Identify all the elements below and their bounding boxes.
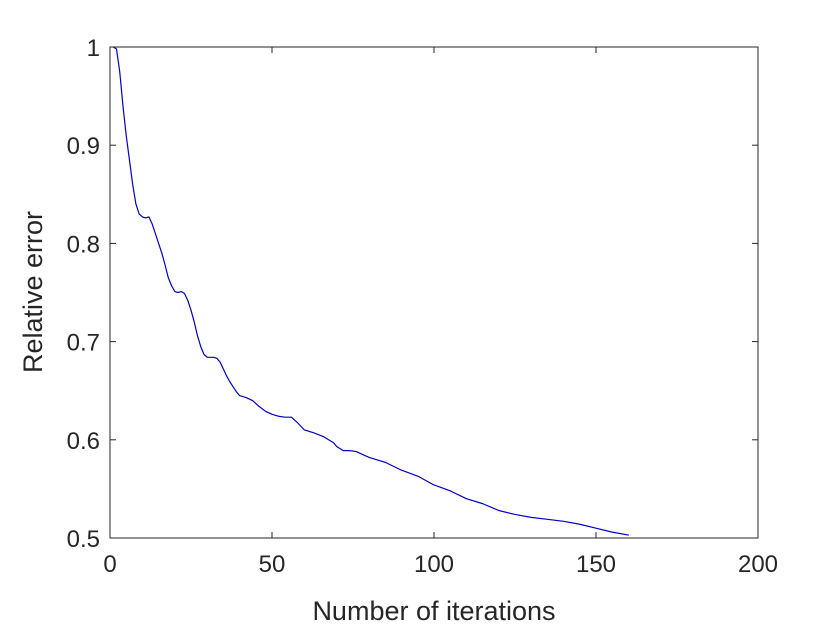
x-tick-label: 150 [576, 551, 616, 578]
y-tick-label: 1 [87, 35, 100, 62]
x-tick-label: 50 [259, 551, 286, 578]
x-tick-label: 100 [414, 551, 454, 578]
y-tick-label: 0.5 [67, 526, 100, 553]
y-tick-label: 0.8 [67, 231, 100, 258]
y-tick-label: 0.9 [67, 133, 100, 160]
y-tick-label: 0.7 [67, 330, 100, 357]
series-line [112, 46, 629, 536]
tick-labels: 0 50 100 150 200 0.5 0.6 0.7 0.8 0.9 1 [67, 35, 778, 578]
x-tick-label: 0 [103, 551, 116, 578]
x-axis-label: Number of iterations [312, 596, 555, 626]
plot-background [110, 47, 758, 538]
x-tick-label: 200 [738, 551, 778, 578]
y-axis-label: Relative error [18, 211, 48, 373]
y-tick-label: 0.6 [67, 428, 100, 455]
axes-box [109, 46, 759, 539]
